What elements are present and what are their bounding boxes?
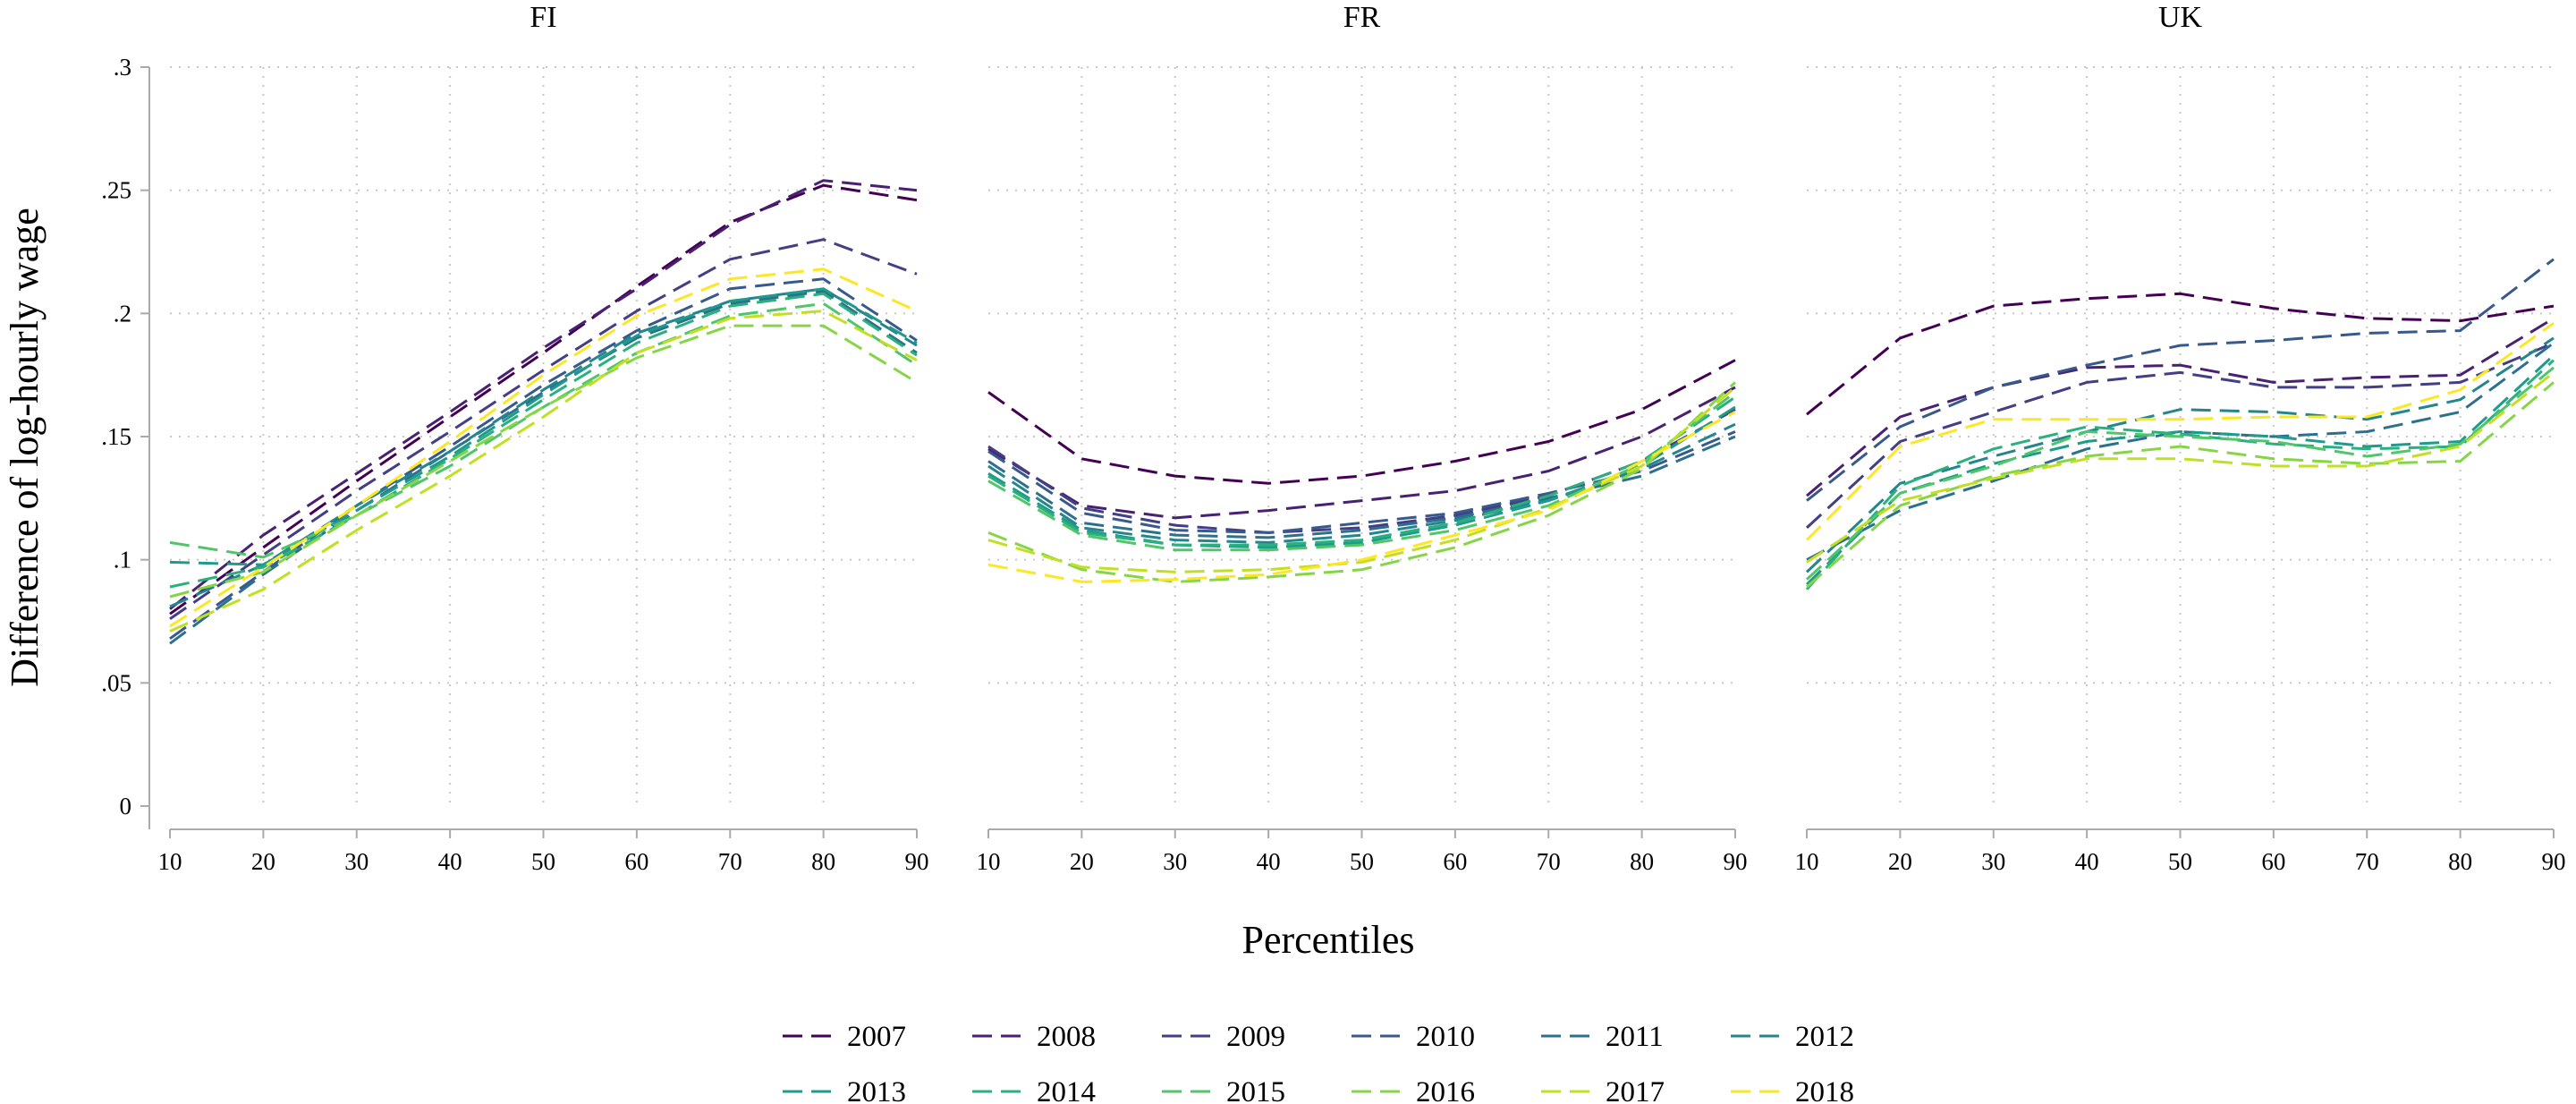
x-axis-title: Percentiles [1241,918,1414,962]
series-line-2010 [1806,258,2555,502]
legend-label: 2016 [1416,1076,1475,1104]
x-tick-label: 30 [1163,848,1187,875]
series-line-2014 [987,395,1736,547]
x-tick-label: 10 [1795,848,1819,875]
y-tick-label: 0 [120,793,132,820]
series-line-2007 [169,183,918,616]
legend-label: 2011 [1606,1021,1664,1053]
legend-label: 2013 [847,1076,906,1104]
legend-item-2016: 2016 [1352,1076,1475,1104]
legend-item-2007: 2007 [783,1021,906,1053]
legend-label: 2008 [1037,1021,1096,1053]
legend-label: 2015 [1226,1076,1285,1104]
x-tick-label: 80 [2448,848,2472,875]
x-tick-label: 20 [1070,848,1094,875]
x-tick-label: 30 [344,848,369,875]
legend-label: 2018 [1795,1076,1854,1104]
legend-item-2014: 2014 [972,1076,1096,1104]
y-tick-label: .3 [114,54,131,81]
y-tick-label: .1 [114,547,131,573]
x-tick-label: 50 [2168,848,2192,875]
legend-label: 2007 [847,1021,906,1053]
x-tick-label: 70 [1537,848,1561,875]
legend-item-2009: 2009 [1162,1021,1285,1053]
series-line-2014 [169,292,918,589]
x-tick-label: 50 [1350,848,1374,875]
legend-item-2008: 2008 [972,1021,1096,1053]
legend-item-2010: 2010 [1352,1021,1475,1053]
series-line-2015 [169,301,918,559]
panel-fi: FI 10 20 30 40 50 60 70 80 90 [158,1,929,875]
x-tick-label: 10 [977,848,1001,875]
series-line-2017 [987,386,1736,573]
legend-item-2012: 2012 [1731,1021,1854,1053]
series-line-2017 [169,310,918,633]
series-line-2013 [1805,353,2555,586]
y-tick-label: .2 [114,300,131,327]
x-tick-label: 10 [158,848,182,875]
legend-item-2017: 2017 [1541,1076,1665,1104]
series-line-2018 [987,411,1736,583]
x-tick-label: 50 [531,848,555,875]
y-axis-title: Difference of log-hourly wage [3,208,47,687]
series-line-2011 [169,290,918,645]
series-line-2009 [1805,342,2555,530]
x-tick-label: 70 [718,848,742,875]
panel-fr: FR 10 20 30 40 50 60 70 80 90 [977,1,1748,875]
series-line-2018 [1805,322,2555,541]
y-tick-label: .25 [101,177,131,204]
chart-panels: 0 .05 .1 .15 .2 .25 .3 FI 10 20 30 40 50 60 70 80 90 FR 10… [101,1,2565,875]
x-tick-label: 40 [2075,848,2099,875]
x-tick-label: 40 [1257,848,1281,875]
x-tick-label: 60 [1443,848,1467,875]
x-tick-label: 60 [624,848,648,875]
series-line-2016 [169,324,918,599]
y-tick-label: .15 [101,423,131,450]
legend-item-2013: 2013 [783,1076,906,1104]
legend-label: 2009 [1226,1021,1285,1053]
series-line-2016 [987,381,1737,583]
panel-title: UK [2158,1,2203,34]
x-tick-label: 90 [905,848,929,875]
x-tick-label: 90 [2542,848,2566,875]
legend-item-2011: 2011 [1541,1021,1664,1053]
series-line-2014 [1805,359,2555,590]
x-tick-label: 20 [1888,848,1912,875]
series-line-2016 [1806,381,2555,589]
legend-item-2018: 2018 [1731,1076,1854,1104]
series-line-2007 [1806,292,2555,416]
x-tick-label: 30 [1981,848,2005,875]
x-tick-label: 70 [2355,848,2379,875]
x-tick-label: 40 [438,848,462,875]
series-line-2009 [169,238,918,620]
legend-label: 2014 [1037,1076,1096,1104]
legend-label: 2017 [1606,1076,1665,1104]
x-tick-label: 80 [1630,848,1654,875]
legend-label: 2010 [1416,1021,1475,1053]
series-line-2009 [987,408,1736,534]
x-tick-label: 90 [1724,848,1748,875]
y-tick-label: .05 [101,669,131,696]
series-line-2008 [1806,317,2555,497]
series-line-2010 [987,430,1736,534]
x-tick-label: 60 [2261,848,2285,875]
legend-item-2015: 2015 [1162,1076,1285,1104]
legend: 2007 2008 2009 2010 2011 2012 2013 2014 2015 2016… [783,1021,1854,1104]
series-line-2011 [987,435,1736,539]
series-line-2010 [169,277,918,641]
series-line-2015 [1805,366,2555,581]
series-line-2008 [169,179,918,610]
panel-title: FR [1343,1,1381,34]
series-line-2008 [987,386,1736,520]
x-tick-label: 20 [251,848,275,875]
legend-label: 2012 [1795,1021,1854,1053]
series-line-2017 [1806,371,2555,564]
series-line-2007 [987,359,1736,485]
panel-title: FI [530,1,556,34]
x-tick-label: 80 [811,848,835,875]
panel-uk: UK 10 20 30 40 50 60 70 80 90 [1795,1,2566,875]
series-line-2018 [169,268,918,628]
series-line-2011 [1806,342,2555,562]
